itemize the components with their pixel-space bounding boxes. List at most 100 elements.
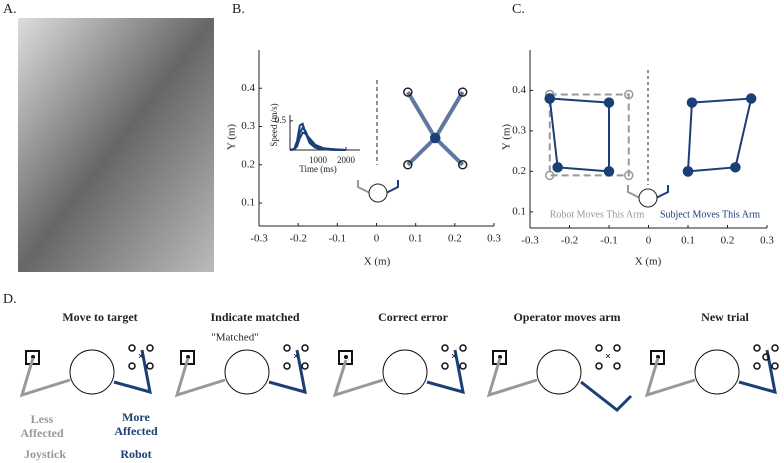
label: More xyxy=(122,410,150,424)
target xyxy=(283,344,291,352)
label: Affected xyxy=(20,426,64,440)
y-axis-label: Speed (m/s) xyxy=(269,103,279,146)
series-line xyxy=(433,136,465,167)
label: Less xyxy=(31,412,54,426)
series-line xyxy=(687,97,753,173)
step-title: New trial xyxy=(701,310,749,324)
x-axis-label: X (m) xyxy=(635,256,662,268)
x-tick-label: 0.1 xyxy=(409,233,423,245)
cursor xyxy=(344,355,348,359)
x-tick-label: 0.3 xyxy=(760,235,774,247)
cross: × xyxy=(605,351,611,363)
body xyxy=(224,349,270,395)
body xyxy=(382,349,428,395)
y-axis-label: Y (m) xyxy=(226,124,238,151)
target xyxy=(128,362,136,370)
less-arm xyxy=(174,357,226,398)
series-line xyxy=(433,91,465,140)
marker xyxy=(544,93,555,104)
target xyxy=(613,362,621,370)
marker xyxy=(624,170,634,181)
x-tick-label: 0.1 xyxy=(681,235,695,247)
less-arm xyxy=(19,357,71,398)
y-tick-label: 0.5 xyxy=(275,115,287,125)
target xyxy=(146,344,154,352)
x-tick-label: -0.3 xyxy=(521,235,539,247)
target xyxy=(459,344,467,352)
target xyxy=(753,344,761,352)
photo xyxy=(18,18,214,272)
y-tick-label: 0.2 xyxy=(512,165,526,177)
x-tick-label: 0.2 xyxy=(721,235,735,247)
target xyxy=(459,362,467,370)
y-tick-label: 0.1 xyxy=(241,197,255,209)
more-arm xyxy=(426,349,465,395)
marker xyxy=(430,132,441,144)
x-tick-label: 0.3 xyxy=(487,233,501,245)
panel-label: B. xyxy=(232,2,245,17)
marker xyxy=(745,93,757,104)
label: Joystick xyxy=(24,447,66,461)
marker xyxy=(730,162,741,173)
panel-label: A. xyxy=(3,2,17,17)
y-tick-label: 0.4 xyxy=(512,84,526,96)
annotation: Subject Moves This Arm xyxy=(660,209,760,220)
target xyxy=(595,362,603,370)
target xyxy=(753,362,761,370)
target xyxy=(771,344,779,352)
x-axis-label: Time (ms) xyxy=(299,164,336,174)
x-tick-label: -0.2 xyxy=(561,235,578,247)
panel-label: C. xyxy=(512,2,525,17)
more-arm xyxy=(738,349,777,395)
y-axis-label: Y (m) xyxy=(501,124,513,151)
label: Robot xyxy=(120,447,151,461)
y-tick-label: 0.3 xyxy=(241,120,255,132)
more-arm xyxy=(580,380,633,412)
body xyxy=(694,349,740,395)
series-line xyxy=(548,97,610,173)
target xyxy=(613,344,621,352)
marker xyxy=(682,166,694,177)
target xyxy=(301,362,309,370)
series-line xyxy=(289,131,347,151)
cross: × xyxy=(451,351,457,363)
marker xyxy=(403,87,413,97)
marker xyxy=(603,166,615,177)
x-tick-label: 0 xyxy=(374,233,380,245)
more-arm xyxy=(113,349,152,395)
annotation: Robot Moves This Arm xyxy=(550,209,645,220)
target xyxy=(595,344,603,352)
x-axis-label: X (m) xyxy=(364,256,391,268)
marker xyxy=(603,97,615,108)
target xyxy=(283,362,291,370)
x-tick-label: 0.2 xyxy=(448,233,462,245)
x-tick-label: 1000 xyxy=(309,155,328,165)
target xyxy=(301,344,309,352)
target xyxy=(146,362,154,370)
series-line xyxy=(406,136,437,167)
series-line xyxy=(548,93,630,177)
series-line xyxy=(406,91,437,140)
target xyxy=(441,362,449,370)
marker xyxy=(552,162,563,173)
x-tick-label: -0.3 xyxy=(250,233,268,245)
target xyxy=(771,362,779,370)
y-tick-label: 0.4 xyxy=(241,82,255,94)
x-tick-label: -0.1 xyxy=(600,235,617,247)
marker xyxy=(686,97,698,108)
panel-label: D. xyxy=(3,292,17,307)
step-title: Move to target xyxy=(62,310,137,324)
target xyxy=(441,344,449,352)
marker xyxy=(457,160,468,170)
cross: × xyxy=(138,351,144,363)
less-arm xyxy=(486,357,538,398)
marker xyxy=(403,160,413,170)
label: Affected xyxy=(114,424,158,438)
step-title: Operator moves arm xyxy=(513,310,620,324)
robot-icon xyxy=(357,180,669,208)
note: "Matched" xyxy=(211,332,258,344)
cross: × xyxy=(293,351,299,363)
x-tick-label: 2000 xyxy=(337,155,356,165)
body xyxy=(69,349,115,395)
